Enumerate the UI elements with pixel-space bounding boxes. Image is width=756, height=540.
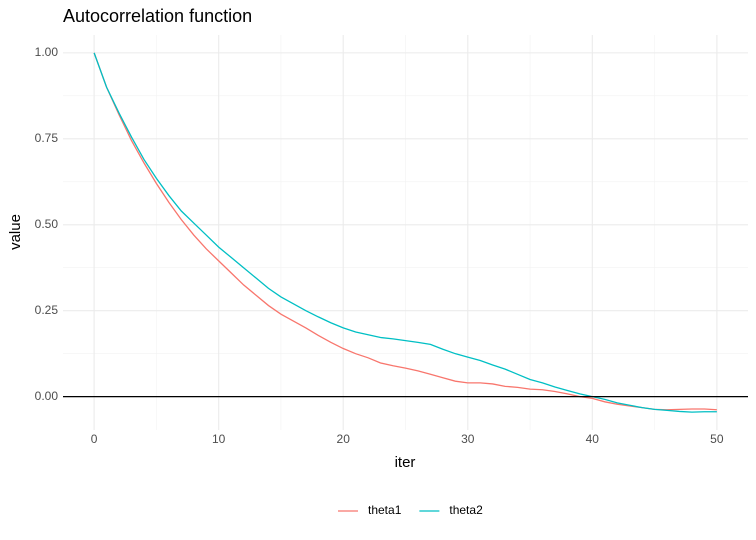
legend-label: theta1 [368,503,402,517]
line-series [93,52,717,413]
legend-label: theta2 [449,503,483,517]
x-tick-label: 0 [91,432,98,446]
y-tick-label: 0.50 [35,217,59,231]
x-tick-label: 40 [586,432,600,446]
y-tick-label: 0.25 [35,303,59,317]
chart-title: Autocorrelation function [63,6,252,26]
y-tick-label: 1.00 [35,45,59,59]
y-axis-label: value [7,214,24,250]
x-tick-label: 20 [337,432,351,446]
y-tick-label: 0.00 [35,389,59,403]
x-tick-label: 50 [710,432,724,446]
x-axis-label: iter [395,454,416,471]
y-tick-label: 0.75 [35,131,59,145]
line-series [93,52,717,411]
x-tick-label: 30 [461,432,475,446]
x-tick-label: 10 [212,432,226,446]
